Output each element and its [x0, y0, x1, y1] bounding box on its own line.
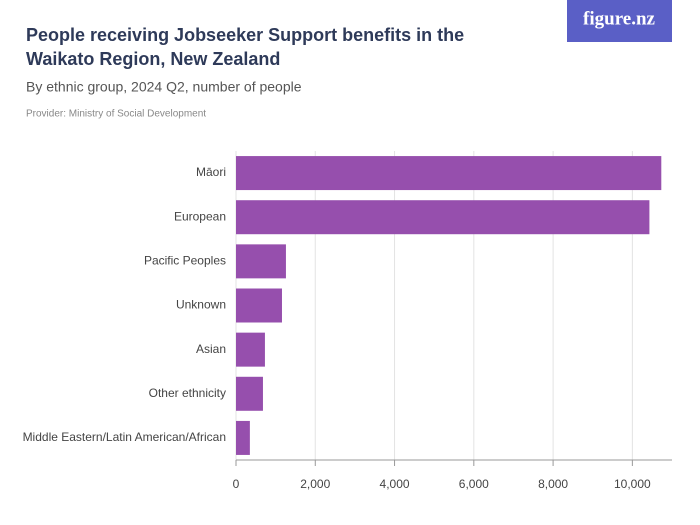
- y-tick-label: Māori: [196, 165, 226, 179]
- x-tick-label: 6,000: [459, 477, 489, 491]
- y-tick-label: Middle Eastern/Latin American/African: [23, 430, 226, 444]
- bar: [236, 420, 250, 455]
- x-tick-label: 8,000: [538, 477, 568, 491]
- bar: [236, 332, 265, 367]
- y-tick-label: Pacific Peoples: [144, 254, 226, 268]
- logo-box: [567, 0, 672, 42]
- provider: Provider: Ministry of Social Development: [26, 109, 206, 120]
- y-tick-label: European: [174, 209, 226, 223]
- x-tick-label: 2,000: [300, 477, 330, 491]
- y-tick-label: Asian: [196, 342, 226, 356]
- x-tick-label: 4,000: [380, 477, 410, 491]
- x-tick-label: 10,000: [614, 477, 651, 491]
- chart-title: People receiving Jobseeker Support benef…: [26, 25, 464, 69]
- x-tick-label: 0: [233, 477, 240, 491]
- bar: [236, 200, 650, 235]
- y-tick-label: Other ethnicity: [149, 386, 226, 400]
- chart-subtitle: By ethnic group, 2024 Q2, number of peop…: [26, 79, 302, 95]
- bar: [236, 244, 286, 279]
- bar: [236, 376, 263, 411]
- bar: [236, 288, 282, 323]
- bar: [236, 156, 662, 191]
- y-tick-label: Unknown: [176, 298, 226, 312]
- logo: figure.nz: [583, 8, 656, 29]
